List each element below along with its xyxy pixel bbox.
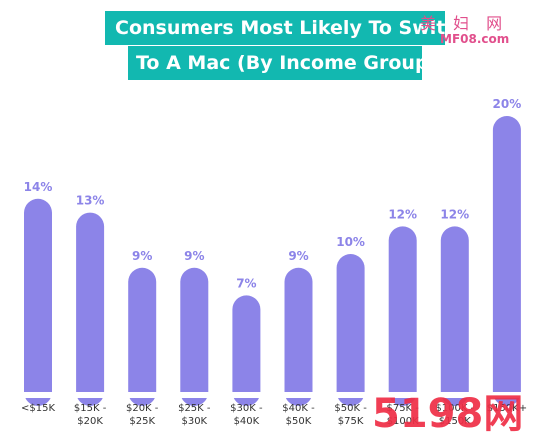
- value-label: 9%: [184, 249, 204, 263]
- bar: [492, 116, 521, 406]
- chart-title: Consumers Most Likely To Switch To A Mac…: [0, 0, 550, 90]
- category-label: $50K: [286, 416, 312, 427]
- category-label: $25K -: [178, 403, 211, 414]
- bar: [232, 295, 261, 406]
- category-label: $30K -: [230, 403, 263, 414]
- value-label: 13%: [76, 194, 105, 208]
- category-label: <$15K: [21, 403, 55, 414]
- watermark-top-text: 美 妇 网: [420, 14, 509, 33]
- value-label: 7%: [236, 276, 256, 290]
- baseline-mask: [0, 392, 550, 398]
- value-label: 9%: [132, 249, 152, 263]
- value-label: 14%: [24, 180, 53, 194]
- category-label: $40K -: [282, 403, 315, 414]
- category-label: $50K -: [334, 403, 367, 414]
- category-label: $20K -: [126, 403, 159, 414]
- category-label: $25K: [129, 416, 155, 427]
- category-label: $30K: [181, 416, 207, 427]
- chart-title-line-1: Consumers Most Likely To Switch: [105, 11, 470, 45]
- bar: [24, 198, 52, 406]
- category-label: $75K: [338, 416, 364, 427]
- value-label: 12%: [440, 207, 469, 221]
- watermark-bottom: 5198网: [372, 391, 524, 437]
- category-label: $40K: [234, 416, 260, 427]
- bar: [284, 267, 313, 406]
- value-label: 20%: [493, 97, 522, 111]
- category-label: $150K: [439, 416, 471, 427]
- bar: [440, 226, 469, 406]
- category-label: $15K -: [74, 403, 107, 414]
- category-label: $75K -: [386, 403, 419, 414]
- category-label: $100K -: [435, 403, 474, 414]
- category-label: $100K: [387, 416, 419, 427]
- bar: [128, 267, 157, 406]
- bar: [388, 226, 417, 406]
- value-label: 9%: [288, 249, 308, 263]
- value-label: 12%: [388, 207, 417, 221]
- category-label: $150K+: [487, 403, 527, 414]
- watermark-top: 美 妇 网 MF08.com: [410, 10, 520, 50]
- value-label: 10%: [336, 235, 365, 249]
- watermark-top-domain: MF08.com: [440, 32, 510, 46]
- bar: [76, 212, 105, 406]
- bar: [336, 254, 365, 406]
- chart-title-line-2: To A Mac (By Income Group): [128, 46, 437, 80]
- category-label: $20K: [77, 416, 103, 427]
- bar: [180, 267, 209, 406]
